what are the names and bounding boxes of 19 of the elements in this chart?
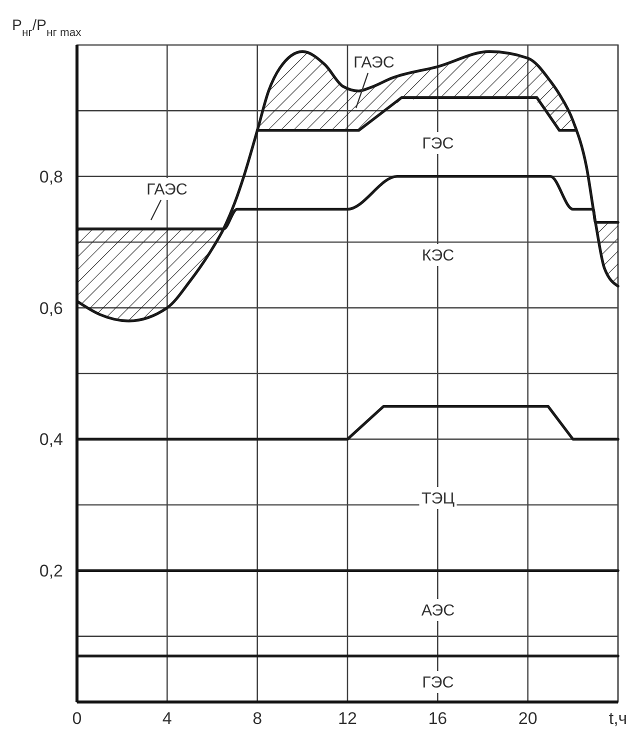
x-tick-label: 8 [252,709,262,728]
x-tick-label: 16 [428,709,448,728]
x-tick-label: 20 [518,709,538,728]
y-tick-label: 0,2 [39,562,63,581]
y-tick-label: 0,8 [39,167,63,186]
x-tick-label: 0 [72,709,82,728]
annotation: АЭС [421,602,455,620]
y-tick-label: 0,4 [39,430,63,450]
annotation: ГАЭС [354,54,394,72]
annotation: ТЭЦ [421,490,455,508]
annotation: ГАЭС [146,182,188,199]
x-tick-label: 4 [162,709,172,728]
x-tick-label: 12 [338,709,357,728]
annotation: ГЭС [422,674,454,692]
x-tick-label: t,ч [608,709,628,728]
y-axis-title: P$_{нг}$/P$_{нг max}$ [12,17,82,39]
annotation: КЭС [422,248,454,265]
annotation: ГЭС [422,136,454,153]
y-tick-label: 0,6 [39,298,63,318]
